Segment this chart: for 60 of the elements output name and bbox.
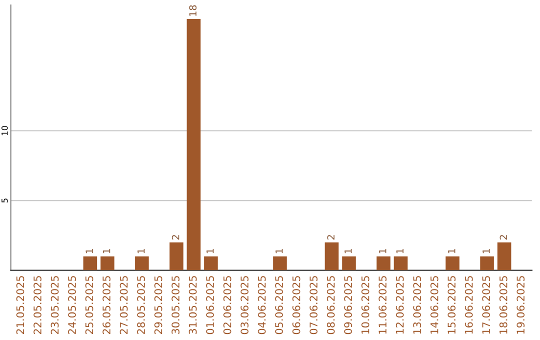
data-label: 2 (172, 235, 180, 240)
data-label: 1 (448, 248, 456, 254)
data-label: 2 (500, 235, 507, 240)
x-tick-label: 12.06.2025 (396, 276, 404, 334)
x-tick-label: 03.06.2025 (240, 276, 248, 334)
data-label: 1 (344, 248, 352, 254)
x-tick-label: 27.05.2025 (120, 276, 128, 334)
x-tick-label: 28.05.2025 (137, 276, 145, 334)
x-tick-label: 30.05.2025 (172, 276, 180, 334)
x-tick-label: 29.05.2025 (154, 276, 162, 334)
bar (204, 256, 218, 270)
data-label: 1 (206, 248, 214, 254)
x-tick-label: 16.06.2025 (464, 276, 473, 334)
x-tick-label: 09.06.2025 (344, 276, 352, 334)
x-tick-label: 31.05.2025 (188, 276, 197, 334)
x-tick-label: 15.06.2025 (448, 276, 456, 334)
x-tick-label: 19.06.2025 (516, 276, 525, 334)
bar (376, 256, 390, 270)
x-tick-label: 11.06.2025 (378, 276, 387, 334)
x-tick-label: 17.06.2025 (482, 276, 490, 334)
x-tick-label: 14.06.2025 (430, 276, 438, 334)
y-tick-label: 5 (2, 198, 8, 203)
x-tick-label: 01.06.2025 (206, 276, 214, 334)
bar (342, 256, 356, 270)
x-tick-label: 18.06.2025 (499, 276, 508, 334)
bar (186, 19, 201, 270)
data-label: 1 (482, 248, 490, 254)
data-label: 18 (189, 5, 197, 16)
x-tick-label: 08.06.2025 (326, 276, 335, 334)
x-tick-label: 02.06.2025 (223, 276, 232, 334)
bar (83, 256, 98, 270)
bar (394, 256, 408, 270)
x-tick-label: 25.05.2025 (85, 276, 94, 334)
data-label: 1 (86, 248, 93, 254)
x-tick-label: 22.05.2025 (34, 276, 42, 334)
data-label: 1 (103, 248, 110, 254)
x-tick-label: 05.06.2025 (275, 276, 283, 334)
bar (497, 242, 512, 270)
bar (324, 242, 339, 270)
data-label: 1 (379, 248, 386, 254)
data-label: 1 (396, 248, 404, 254)
y-tick-label: 10 (1, 126, 8, 136)
x-tick-label: 23.05.2025 (50, 276, 59, 334)
bar (480, 256, 494, 270)
x-tick-label: 06.06.2025 (292, 276, 300, 334)
x-tick-label: 04.06.2025 (258, 276, 266, 334)
x-tick-label: 21.05.2025 (16, 276, 24, 334)
bar (273, 256, 287, 270)
data-label: 2 (327, 235, 334, 240)
bar (446, 256, 460, 270)
bar (100, 256, 114, 270)
x-tick-label: 24.05.2025 (68, 276, 76, 334)
bar (135, 256, 149, 270)
bar (170, 242, 184, 270)
x-tick-label: 26.05.2025 (102, 276, 110, 334)
data-label: 1 (138, 248, 145, 254)
data-label: 1 (276, 248, 283, 254)
x-tick-label: 07.06.2025 (310, 276, 318, 334)
x-tick-label: 13.06.2025 (413, 276, 422, 334)
x-tick-label: 10.06.2025 (361, 276, 370, 334)
